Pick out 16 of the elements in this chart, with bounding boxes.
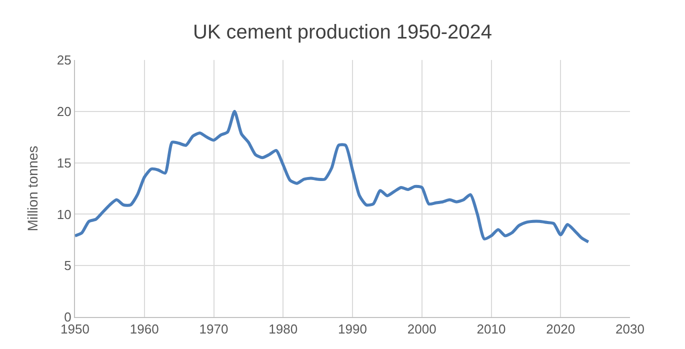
line-series [75,110,590,244]
y-axis-title: Million tonnes [24,146,41,232]
chart-title: UK cement production 1950-2024 [192,21,492,44]
y-tick-label: 20 [56,104,72,119]
y-tick-label: 10 [56,206,72,222]
y-tick-label: 15 [56,155,72,170]
x-tick-label: 2020 [546,322,576,337]
y-tick-label: 25 [56,52,72,68]
x-tick-label: 2010 [476,322,506,337]
y-tick-label: 5 [64,258,72,274]
x-tick-label: 1980 [268,322,298,337]
x-tick-label: 1970 [199,322,228,337]
x-tick-label: 1960 [130,322,159,337]
x-tick-label: 2030 [616,322,644,337]
x-tick-label: 1990 [338,322,367,337]
x-tick-label: 2000 [407,322,436,337]
